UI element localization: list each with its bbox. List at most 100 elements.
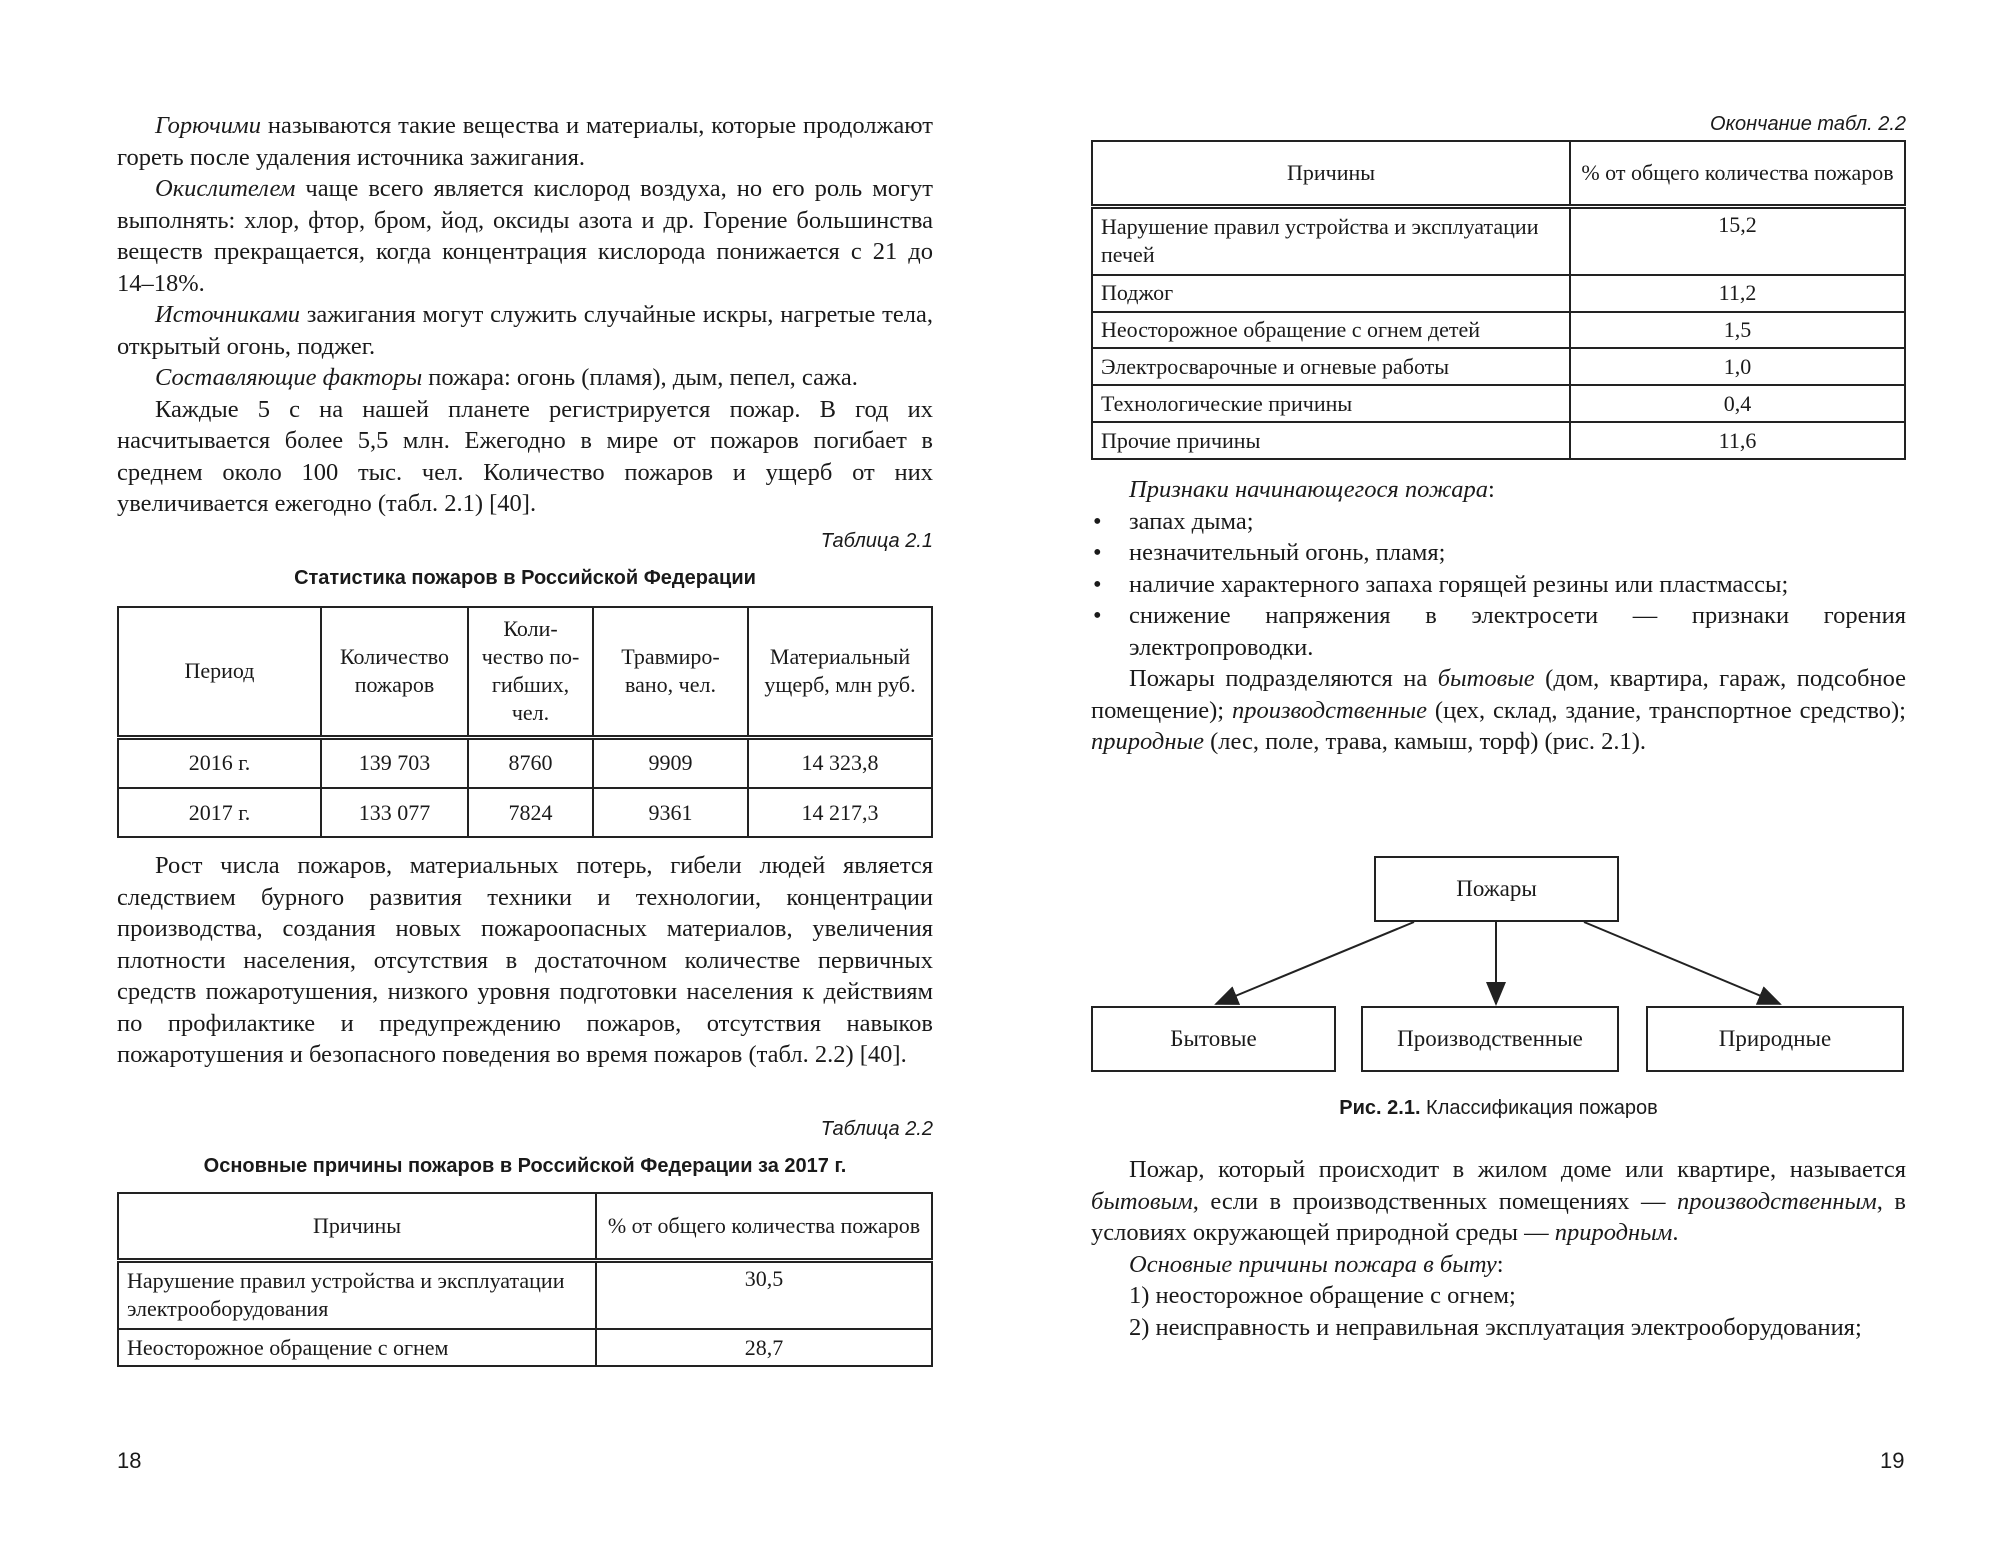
cell: 28,7 (595, 1328, 933, 1367)
diagram-root-box: Пожары (1374, 856, 1619, 922)
term: природным (1554, 1219, 1673, 1246)
causes-heading: Основные причины пожара в быту: (1129, 1250, 1504, 1278)
signs-section: Признаки начинающегося пожара: запах дым… (1091, 474, 1906, 758)
signs-heading: Признаки начинающегося пожара: (1129, 476, 1495, 503)
header-cell: Количество пожаров (320, 606, 469, 738)
table2-continued: Причины % от общего количества пожаров Н… (1091, 140, 1906, 460)
caption-text: Классификация пожаров (1420, 1097, 1658, 1119)
paragraph: Пожар, который происходит в жилом доме и… (1091, 1154, 1906, 1249)
page-number-left: 18 (117, 1448, 142, 1473)
table2-title: Основные причины пожаров в Российской Фе… (203, 1155, 847, 1177)
term: производственным (1676, 1187, 1877, 1215)
paragraph: Составляющие факторы пожара: огонь (плам… (117, 362, 933, 394)
cell: 14 217,3 (747, 787, 933, 838)
header-cell: Причины (1091, 140, 1571, 207)
cell: Прочие причины (1091, 421, 1571, 460)
term: бытовые (1437, 665, 1535, 692)
text: Пожары подразделяются на (1129, 665, 1438, 692)
cell: Неосторожное обращение с огнем детей (1091, 310, 1571, 350)
figure-caption: Рис. 2.1. Классификация пожаров (1091, 1097, 1906, 1120)
cell: Неосторожное обращение с огнем (117, 1328, 597, 1367)
cell: 11,2 (1569, 273, 1906, 313)
left-paragraph-2: Рост числа пожаров, материальных потерь,… (117, 850, 933, 1071)
cell: 7824 (467, 787, 594, 838)
table1: Период Количество пожаров Коли-чество по… (117, 606, 933, 838)
list-item: 1) неосторожное обращение с огнем; (1129, 1282, 1516, 1309)
text: пожара: огонь (пламя), дым, пепел, сажа. (422, 364, 858, 391)
text: , если в производственных помещениях — (1192, 1187, 1677, 1215)
text: (лес, поле, трава, камыш, торф) (рис. 2.… (1203, 728, 1647, 755)
list-item: снижение напряжения в электросети — приз… (1091, 600, 1906, 663)
arrow-to-natural (1583, 921, 1782, 1005)
cell: 9361 (592, 787, 749, 838)
cell: Нарушение правил устройства и эксплуатац… (117, 1258, 597, 1331)
signs-list: запах дыма; незначительный огонь, пламя;… (1091, 506, 1906, 664)
cell: 8760 (467, 735, 594, 790)
text: чаще всего является кислород воздуха, но… (117, 175, 933, 297)
term: природные (1091, 728, 1204, 755)
diagram-natural-box: Природные (1646, 1006, 1904, 1072)
text: называются такие вещества и материалы, к… (117, 112, 933, 171)
header-cell: Период (117, 606, 322, 738)
header-cell: Причины (117, 1192, 597, 1261)
table-row: 2016 г. 139 703 8760 9909 14 323,8 (117, 735, 933, 790)
cell: 9909 (592, 735, 749, 790)
paragraph: Горючими называются такие вещества и мат… (117, 110, 933, 173)
term: Окислителем (155, 175, 296, 202)
header-cell: Травмиро-вано, чел. (592, 606, 749, 738)
table-row: Нарушение правил устройства и эксплуатац… (117, 1258, 933, 1331)
table1-label: Таблица 2.1 (820, 530, 933, 552)
cell: 0,4 (1569, 384, 1906, 424)
paragraph: Рост числа пожаров, материальных потерь,… (117, 852, 933, 1068)
table2-label: Таблица 2.2 (820, 1118, 933, 1140)
diagram-industrial-box: Производственные (1361, 1006, 1619, 1072)
text: зажигания могут служить случайные искры,… (117, 301, 933, 360)
cell: 2017 г. (117, 787, 322, 838)
table-row: Неосторожное обращение с огнем 28,7 (117, 1328, 933, 1367)
table2: Причины % от общего количества пожаров Н… (117, 1192, 933, 1367)
classification-paragraph: Пожары подразделяются на бытовые (дом, к… (1091, 663, 1906, 758)
paragraph: Окислителем чаще всего является кислород… (117, 173, 933, 299)
header-cell: Коли-чество по-гибших, чел. (467, 606, 594, 738)
cell: 1,5 (1569, 310, 1906, 350)
cell: 1,0 (1569, 347, 1906, 387)
table-row: Нарушение правил устройства и эксплуатац… (1091, 205, 1906, 276)
paragraph: Источниками зажигания могут служить случ… (117, 299, 933, 362)
cell: Технологические причины (1091, 384, 1571, 424)
table-row: Электросварочные и огневые работы 1,0 (1091, 347, 1906, 387)
cell: 15,2 (1569, 205, 1906, 276)
diagram-domestic-box: Бытовые (1091, 1006, 1336, 1072)
text: (дом, квартира, гараж, подсобное помещен… (1091, 665, 1906, 724)
cell: Электросварочные и огневые работы (1091, 347, 1571, 387)
header-cell: % от общего количества пожаров (1569, 140, 1906, 207)
text: Пожар, который происходит в жилом доме и… (1129, 1156, 1906, 1183)
term: Составляющие факторы (155, 364, 423, 391)
term: Горючими (155, 112, 261, 139)
left-intro: Горючими называются такие вещества и мат… (117, 110, 933, 520)
text: (цех, склад, здание, транспортное средст… (1427, 696, 1906, 724)
text: . (1672, 1219, 1679, 1246)
cell: 14 323,8 (747, 735, 933, 790)
cell: 11,6 (1569, 421, 1906, 460)
list-item: запах дыма; (1091, 506, 1906, 538)
header-cell: % от общего количества пожаров (595, 1192, 933, 1261)
cell: Поджог (1091, 273, 1571, 313)
text: Каждые 5 с на нашей планете регистрирует… (117, 395, 933, 518)
list-item: 2) неисправность и неправильная эксплуат… (1129, 1313, 1862, 1341)
cell: 30,5 (595, 1258, 933, 1331)
term: Источниками (155, 301, 300, 328)
list-item: наличие характерного запаха горящей рези… (1091, 569, 1906, 601)
table-cont-label: Окончание табл. 2.2 (1710, 113, 1906, 135)
term: бытовым (1091, 1187, 1193, 1215)
table-row: Прочие причины 11,6 (1091, 421, 1906, 460)
heading-text: Признаки начинающегося пожара (1129, 476, 1488, 503)
cell: 2016 г. (117, 735, 322, 790)
table-row: Поджог 11,2 (1091, 273, 1906, 313)
table1-title: Статистика пожаров в Российской Федераци… (294, 567, 756, 589)
table-row: Технологические причины 0,4 (1091, 384, 1906, 424)
cell: 139 703 (320, 735, 469, 790)
term: производственные (1231, 696, 1428, 724)
cell: 133 077 (320, 787, 469, 838)
right-paragraph-3: Пожар, который происходит в жилом доме и… (1091, 1154, 1906, 1343)
